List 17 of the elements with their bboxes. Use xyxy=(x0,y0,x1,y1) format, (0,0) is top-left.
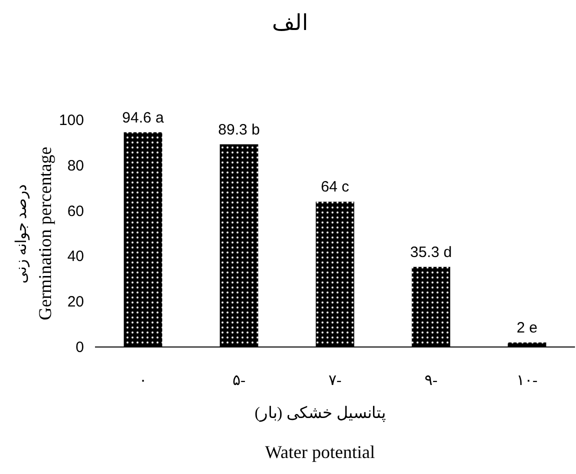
y-tick-label: 60 xyxy=(67,202,84,220)
x-tick-label: ۹- xyxy=(424,373,438,389)
x-tick-label: ۱۰- xyxy=(516,373,538,389)
data-label: 35.3 d xyxy=(410,244,452,261)
chart-title: الف xyxy=(272,10,308,35)
y-tick-label: 0 xyxy=(76,339,84,356)
data-label: 2 e xyxy=(516,319,538,336)
x-tick-label: ۰ xyxy=(139,373,147,389)
x-tick-label: ۷- xyxy=(328,373,342,389)
y-tick-label: 80 xyxy=(67,157,84,174)
data-label: 89.3 b xyxy=(218,121,260,138)
y-tick-label: 40 xyxy=(67,248,84,266)
y-tick-label: 20 xyxy=(67,294,84,311)
data-label: 64 c xyxy=(320,178,350,196)
x-tick-label: ۵- xyxy=(232,373,246,389)
data-label: 94.6 a xyxy=(122,109,164,126)
y-tick-label: 100 xyxy=(58,112,84,129)
